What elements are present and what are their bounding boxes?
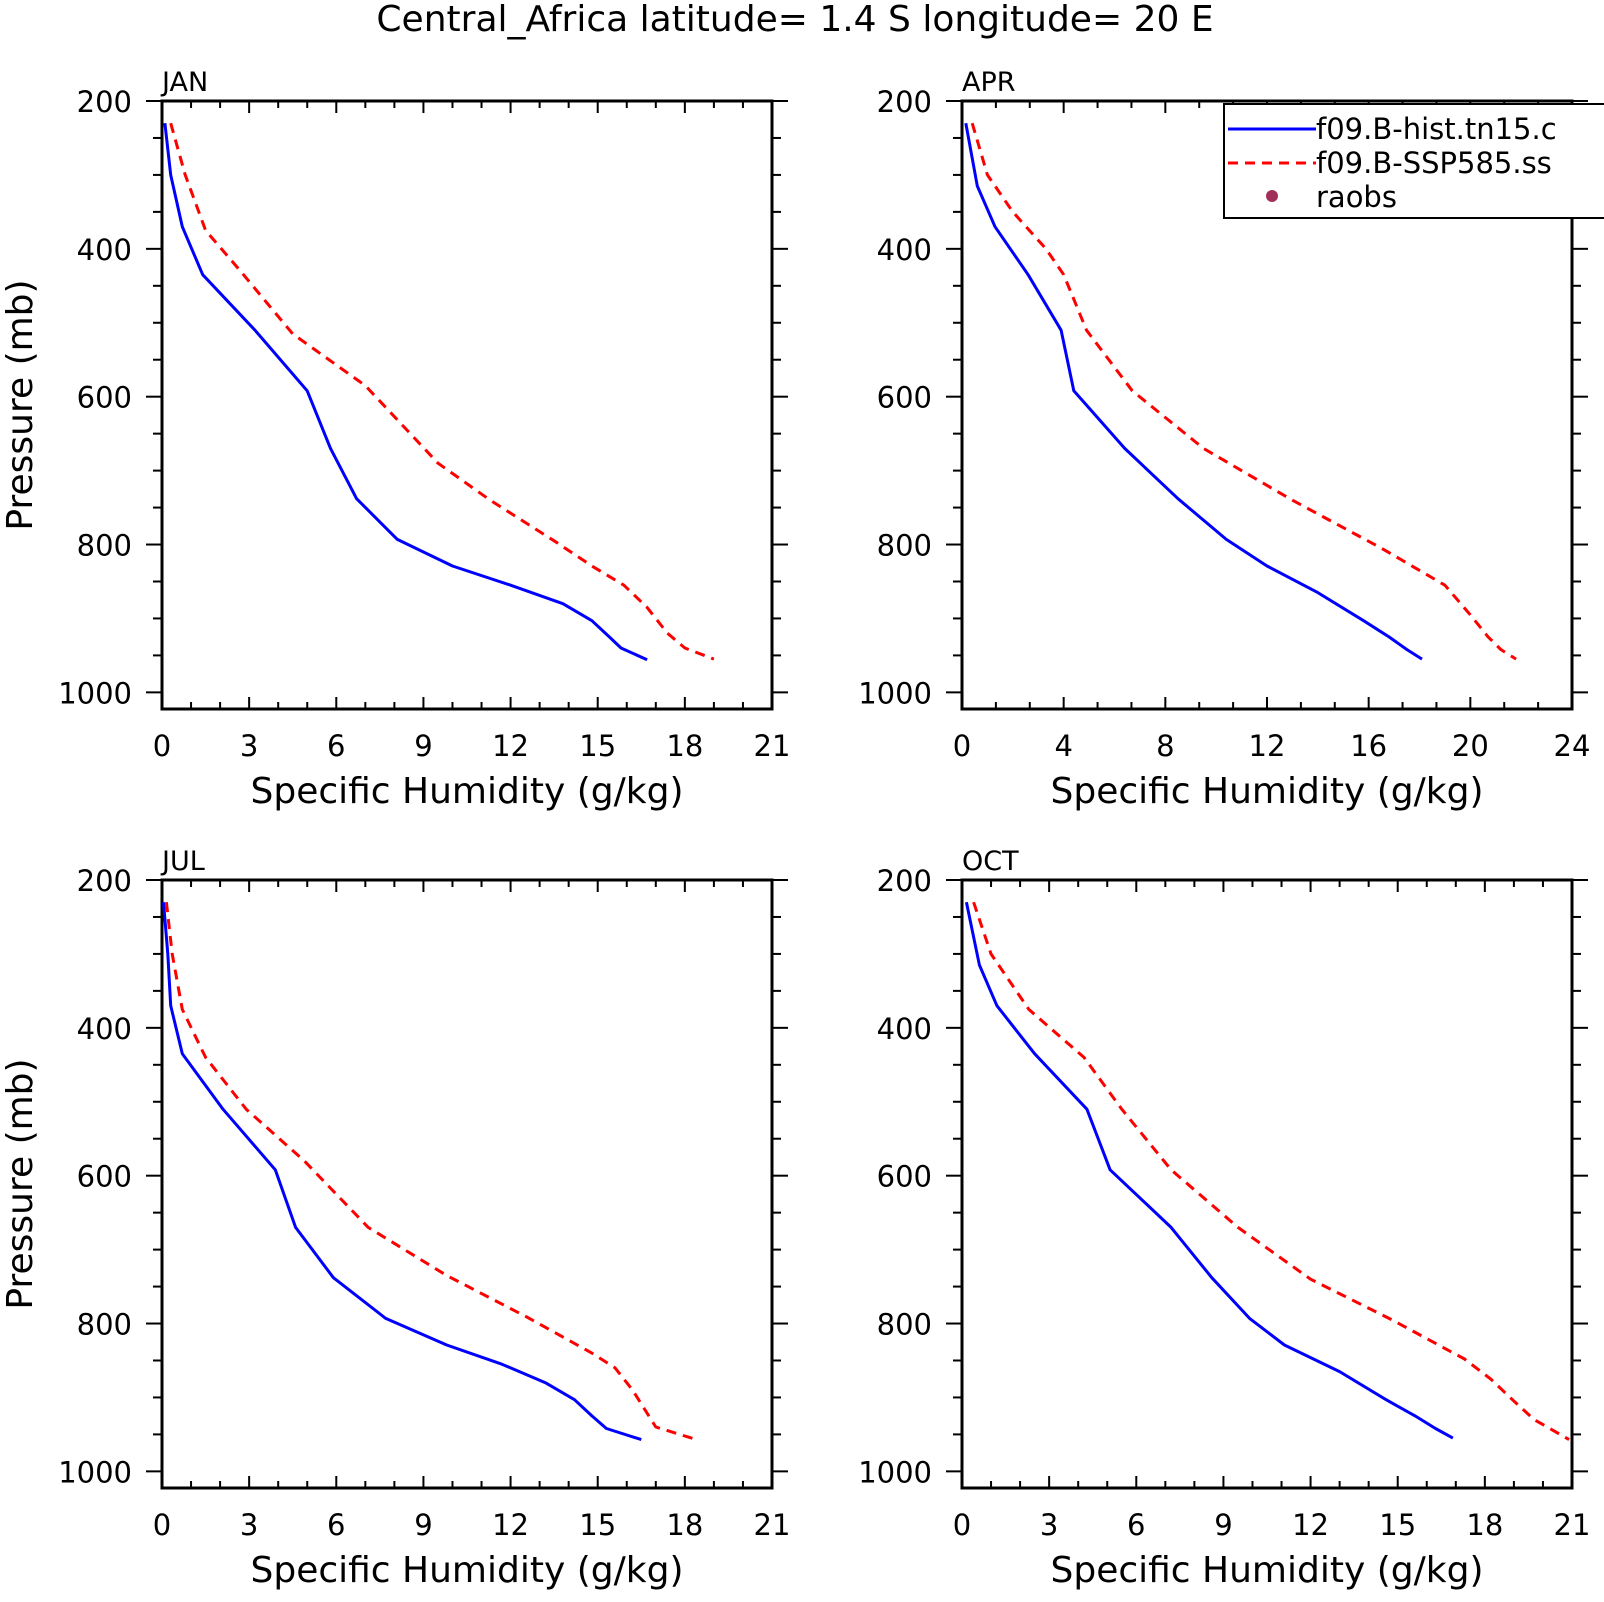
legend-raobs-marker <box>1266 190 1278 202</box>
y-tick-label: 1000 <box>58 1455 132 1489</box>
x-tick-label: 0 <box>953 729 971 763</box>
plot-frame <box>160 99 774 711</box>
y-tick-label: 200 <box>877 85 932 119</box>
series-hist-line <box>964 901 1454 1440</box>
panel-label: JUL <box>160 846 205 877</box>
x-tick-label: 18 <box>666 729 703 763</box>
x-tick-label: 21 <box>754 729 791 763</box>
plot-frame <box>960 878 1574 1490</box>
x-tick-label: 0 <box>153 729 171 763</box>
y-tick-label: 400 <box>77 1012 132 1046</box>
x-axis-title: Specific Humidity (g/kg) <box>250 1550 683 1591</box>
x-tick-label: 0 <box>953 1508 971 1542</box>
x-tick-label: 18 <box>666 1508 703 1542</box>
series-hist-line <box>163 123 648 662</box>
x-tick-label: 9 <box>1214 1508 1232 1542</box>
y-tick-label: 400 <box>77 233 132 267</box>
y-tick-label: 800 <box>77 1308 132 1342</box>
panel-label: OCT <box>962 846 1019 877</box>
y-tick-label: 800 <box>77 529 132 563</box>
x-tick-label: 12 <box>1292 1508 1329 1542</box>
x-tick-label: 8 <box>1156 729 1174 763</box>
x-tick-label: 15 <box>579 1508 616 1542</box>
y-axis-title: Pressure (mb) <box>0 279 41 530</box>
x-tick-label: 4 <box>1054 729 1072 763</box>
y-tick-label: 600 <box>77 1160 132 1194</box>
y-tick-label: 200 <box>77 864 132 898</box>
series-ssp585-line <box>164 902 697 1442</box>
legend-ssp-label: f09.B-SSP585.ss <box>1316 146 1552 180</box>
y-tick-label: 600 <box>877 381 932 415</box>
x-tick-label: 21 <box>1554 1508 1591 1542</box>
x-axis-title: Specific Humidity (g/kg) <box>1050 771 1483 812</box>
x-tick-label: 6 <box>1127 1508 1145 1542</box>
x-tick-label: 3 <box>1040 1508 1058 1542</box>
series-hist-line <box>964 122 1423 661</box>
legend-raobs-label: raobs <box>1316 180 1397 214</box>
y-tick-label: 600 <box>77 381 132 415</box>
x-axis-title: Specific Humidity (g/kg) <box>250 771 683 812</box>
y-tick-label: 400 <box>877 233 932 267</box>
y-tick-label: 800 <box>877 1308 932 1342</box>
x-tick-label: 15 <box>579 729 616 763</box>
y-tick-label: 1000 <box>858 1455 932 1489</box>
y-tick-label: 400 <box>877 1012 932 1046</box>
y-tick-label: 800 <box>877 529 932 563</box>
panel-jan: JAN 0 3 6 9 12 15 18 21 200 400 600 800 1000 Specific … <box>0 67 790 812</box>
x-tick-label: 6 <box>327 1508 345 1542</box>
y-tick-label: 1000 <box>58 676 132 710</box>
x-tick-label: 0 <box>153 1508 171 1542</box>
x-tick-label: 21 <box>754 1508 791 1542</box>
y-tick-label: 200 <box>77 85 132 119</box>
x-tick-label: 12 <box>1249 729 1286 763</box>
legend-hist-label: f09.B-hist.tn15.c <box>1316 112 1557 146</box>
x-tick-label: 9 <box>414 1508 432 1542</box>
x-tick-label: 12 <box>492 729 529 763</box>
x-tick-label: 9 <box>414 729 432 763</box>
x-tick-label: 3 <box>240 1508 258 1542</box>
series-ssp585-line <box>972 901 1570 1441</box>
x-tick-label: 16 <box>1350 729 1387 763</box>
x-tick-label: 24 <box>1554 729 1591 763</box>
x-tick-label: 15 <box>1379 1508 1416 1542</box>
panel-label: APR <box>962 67 1016 98</box>
x-tick-label: 12 <box>492 1508 529 1542</box>
main-title: Central_Africa latitude= 1.4 S longitude… <box>376 0 1213 40</box>
panel-label: JAN <box>160 67 208 98</box>
plot-frame <box>160 878 774 1490</box>
x-tick-label: 6 <box>327 729 345 763</box>
series-ssp585-line <box>169 122 715 661</box>
x-tick-label: 20 <box>1452 729 1489 763</box>
legend: f09.B-hist.tn15.c f09.B-SSP585.ss raobs <box>1223 103 1604 219</box>
series-hist-line <box>162 902 642 1442</box>
y-tick-label: 1000 <box>858 676 932 710</box>
y-axis-title: Pressure (mb) <box>0 1058 41 1309</box>
y-tick-label: 600 <box>877 1160 932 1194</box>
y-tick-label: 200 <box>877 864 932 898</box>
panel-apr: APR 0 4 8 12 16 20 24 200 400 600 800 1000 Specific H… <box>858 67 1590 812</box>
legend-box <box>1223 103 1604 219</box>
panel-jul: JUL 0 3 6 9 12 15 18 21 200 400 600 800 1000 Specific … <box>0 846 790 1591</box>
x-tick-label: 3 <box>240 729 258 763</box>
panel-oct: OCT 0 3 6 9 12 15 18 21 200 400 600 800 1000 Specific … <box>858 846 1590 1591</box>
x-axis-title: Specific Humidity (g/kg) <box>1050 1550 1483 1591</box>
x-tick-label: 18 <box>1466 1508 1503 1542</box>
